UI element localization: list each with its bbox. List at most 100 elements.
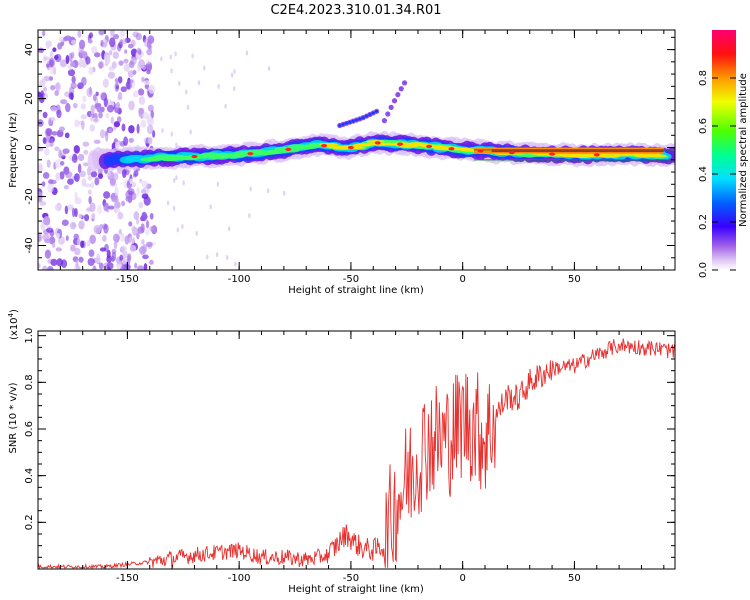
- spectrogram-noise-blob: [108, 128, 113, 133]
- spectrogram-noise-blob: [105, 132, 109, 142]
- spectrogram-noise-blob: [102, 234, 107, 242]
- spectrogram-noise-blob: [50, 106, 58, 113]
- spectrogram-hot-spot: [426, 144, 433, 148]
- spectrogram-noise-blob: [147, 117, 154, 127]
- spectrogram-branch-core: [341, 123, 345, 126]
- spectrogram-noise-blob: [78, 170, 87, 178]
- spectrogram-noise-blob: [140, 223, 145, 234]
- spectrogram-faint-dot: [181, 224, 184, 230]
- spectrogram-hot-spot: [285, 147, 292, 151]
- spectrogram-noise-blob: [55, 247, 62, 252]
- colorbar-ticks: 0.0 0.2 0.4 0.6 0.8: [698, 70, 736, 278]
- spectrogram-noise-blob: [54, 90, 59, 97]
- spectrogram-noise-blob: [114, 82, 120, 92]
- spectrogram-tail-red: [491, 149, 664, 153]
- spectrogram-noise-blob: [145, 63, 151, 70]
- spectrogram-faint-dot: [189, 129, 192, 135]
- spectrogram-faint-dot: [175, 175, 178, 181]
- spectrogram-noise-blob: [146, 124, 154, 135]
- spectrogram-noise-blob: [97, 204, 103, 215]
- spectrogram-noise-blob: [44, 148, 50, 156]
- spectrogram-noise-blob: [70, 61, 76, 67]
- spectrogram-noise-blob: [71, 154, 78, 163]
- spectrogram-noise-blob: [80, 114, 87, 120]
- spectrogram-noise-blob: [127, 79, 134, 84]
- spectrogram-noise-blob: [123, 136, 129, 147]
- spectrogram-noise-blob: [136, 265, 145, 270]
- spectrogram-noise-blob: [67, 204, 74, 211]
- spectrogram-noise-blob: [75, 258, 79, 268]
- spectrogram-faint-dot: [230, 72, 234, 78]
- spectrogram-hot-spot: [549, 152, 556, 156]
- spectrogram-hot-spot: [593, 153, 600, 157]
- spectrogram-faint-dot: [166, 200, 170, 206]
- spectrogram-noise-blob: [56, 129, 64, 138]
- spectrogram-noise-blob: [41, 76, 45, 85]
- spectrogram-noise-blob: [148, 84, 156, 94]
- spectrogram-noise-blob: [89, 234, 97, 245]
- spectrogram-noise-blob: [113, 172, 119, 181]
- spectrogram-y-ticks: -40 -20 0 20 40: [24, 36, 675, 271]
- spectrogram-noise-blob: [120, 233, 125, 243]
- colorbar-label: Normalized spectral amplitude: [738, 73, 749, 227]
- spectrogram-noise-blob: [100, 39, 104, 47]
- colorbar-tick-label: 0.6: [698, 118, 709, 134]
- spectrogram-noise-blob: [138, 107, 145, 115]
- spectrogram-x-tick-label: -50: [343, 274, 359, 285]
- spectrogram-branch: [401, 80, 408, 86]
- snr-y-tick-label: 0.6: [24, 421, 35, 437]
- spectrogram-noise-blob: [107, 71, 116, 79]
- spectrogram-noise-blob: [117, 76, 123, 84]
- spectrogram-noise-blob: [114, 201, 121, 209]
- spectrogram-noise-blob: [134, 262, 138, 269]
- spectrogram-noise-blob: [89, 124, 96, 132]
- spectrogram-noise-blob: [82, 141, 90, 147]
- snr-y-tick-label: 1.0: [24, 328, 35, 344]
- spectrogram-faint-dot: [172, 205, 176, 211]
- spectrogram-noise-blob: [87, 257, 95, 267]
- spectrogram-noise-blob: [81, 178, 87, 187]
- spectrogram-noise-blob: [143, 80, 150, 86]
- spectrogram-noise-blob: [65, 235, 69, 241]
- spectrogram-noise-blob: [54, 146, 60, 152]
- spectrogram-noise-blob: [67, 69, 76, 77]
- spectrogram-noise-blob: [48, 57, 56, 68]
- spectrogram-noise-blob: [65, 102, 71, 113]
- spectrogram-noise-blob: [93, 117, 99, 123]
- spectrogram-noise-blob: [109, 37, 116, 48]
- spectrogram-faint-dot: [176, 227, 180, 233]
- snr-x-tick-label: 0: [459, 573, 465, 584]
- spectrogram-branch: [381, 118, 388, 124]
- spectrogram-faint-dot: [182, 180, 185, 186]
- spectrogram-noise-blob: [103, 202, 109, 212]
- spectrogram-noise-blob: [38, 142, 41, 148]
- spectrogram-noise-blob: [138, 96, 146, 105]
- spectrogram-noise-blob: [49, 50, 54, 61]
- spectrogram-noise-blob: [70, 82, 77, 90]
- spectrogram-noise-blob: [105, 113, 110, 119]
- spectrogram-noise-blob: [42, 30, 46, 37]
- spectrogram-noise-blob: [81, 120, 85, 130]
- spectrogram-noise-blob: [53, 54, 59, 60]
- snr-y-exponent: (x104): [7, 309, 20, 340]
- spectrogram-noise-blob: [141, 243, 148, 253]
- spectrogram-faint-dot: [233, 68, 236, 74]
- colorbar-tick-label: 0.8: [698, 70, 709, 86]
- spectrogram-noise-blob: [138, 59, 145, 69]
- spectrogram-noise-blob: [149, 225, 155, 232]
- spectrogram-noise-blob: [49, 179, 57, 185]
- spectrogram-noise-blob: [38, 147, 44, 152]
- spectrogram-faint-dot: [282, 190, 286, 196]
- spectrogram-noise-blob: [149, 212, 154, 220]
- spectrogram-noise-blob: [67, 178, 74, 185]
- spectrogram-noise-blob: [89, 202, 96, 213]
- spectrogram-image: [38, 30, 675, 270]
- spectrogram-hot-spot: [247, 152, 254, 156]
- spectrogram-noise-blob: [56, 258, 64, 267]
- spectrogram-noise-blob: [91, 46, 98, 55]
- spectrogram-noise-blob: [42, 111, 48, 119]
- snr-x-ticks: -150 -100 -50 0 50: [37, 331, 665, 584]
- spectrogram-noise-blob: [44, 249, 52, 259]
- spectrogram-noise-blob: [87, 175, 93, 181]
- spectrogram-x-axis-label: Height of straight line (km): [288, 285, 424, 296]
